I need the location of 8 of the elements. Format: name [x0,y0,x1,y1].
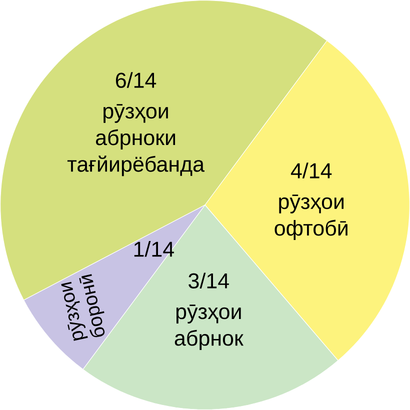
data-label: 3/14 [188,272,229,288]
data-label: 4/14 [290,162,332,178]
data-label: 6/14 [116,72,156,88]
slice-label: рӯзҳои офтобӣ [274,194,348,240]
slice-label: рӯзҳои абрнок [174,304,244,350]
slice-label: рӯзҳои боронӣ [61,274,105,341]
data-label: 1/14 [134,241,174,257]
slice-label: рӯзҳои абрноки тағйирёбанда [67,104,205,176]
